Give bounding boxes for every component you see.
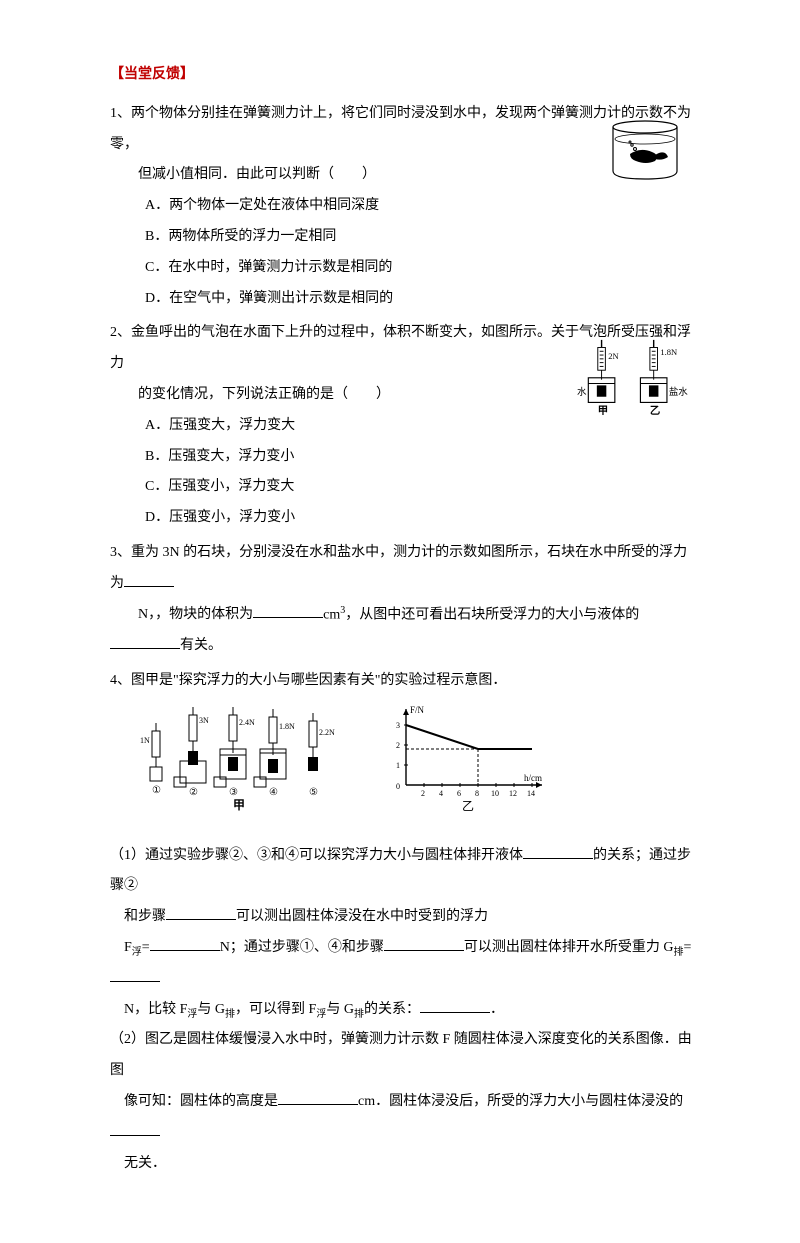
svg-text:②: ②	[189, 787, 198, 798]
q4-p1-text-9: ，可以得到 F	[235, 1002, 316, 1017]
svg-text:乙: 乙	[650, 405, 660, 417]
q4-p1-text-10: 与 G	[326, 1002, 354, 1017]
q4-part1: （1）通过实验步骤②、③和④可以探究浮力大小与圆柱体排开液体的关系；通过步骤② …	[110, 841, 700, 1026]
q2-option-d: D．压强变小，浮力变小	[110, 503, 700, 534]
q4-p1-text-11: 的关系：	[364, 1002, 420, 1017]
q4-p1-blank-4[interactable]	[384, 936, 464, 951]
svg-text:4: 4	[439, 789, 443, 798]
q4-p1-text-4: 可以测出圆柱体浸没在水中时受到的浮力	[236, 909, 488, 924]
svg-text:1.8N: 1.8N	[660, 347, 677, 357]
svg-text:3N: 3N	[199, 716, 209, 725]
q4-stem: 4、图甲是"探究浮力的大小与哪些因素有关"的实验过程示意图．	[110, 666, 700, 697]
svg-text:2.4N: 2.4N	[239, 718, 255, 727]
question-4: 4、图甲是"探究浮力的大小与哪些因素有关"的实验过程示意图． 1N ① 3N ② 2…	[110, 666, 700, 1180]
q4-p1-text-12: ．	[490, 1002, 504, 1017]
svg-text:F/N: F/N	[410, 705, 425, 715]
q4-p2-text-3: cm．圆柱体浸没后，所受的浮力大小与圆柱体浸没的	[358, 1094, 683, 1109]
svg-text:1.8N: 1.8N	[279, 722, 295, 731]
q3-blank-1[interactable]	[124, 572, 174, 587]
q4-p1-blank-2[interactable]	[166, 905, 236, 920]
q1-option-b: B．两物体所受的浮力一定相同	[110, 222, 700, 253]
svg-text:8: 8	[475, 789, 479, 798]
svg-text:2N: 2N	[608, 351, 618, 361]
q4-p1-text-5: N；通过步骤①、④和步骤	[220, 940, 384, 955]
q4-part2: （2）图乙是圆柱体缓慢浸入水中时，弹簧测力计示数 F 随圆柱体浸入深度变化的关系…	[110, 1025, 700, 1179]
svg-text:10: 10	[491, 789, 499, 798]
q4-sub-fu1: 浮	[187, 1008, 197, 1019]
q4-p1-text-8: 与 G	[197, 1002, 225, 1017]
q3-unit: cm	[323, 607, 340, 622]
svg-text:0: 0	[396, 782, 400, 791]
svg-text:2: 2	[396, 741, 400, 750]
q4-sub-fu2: 浮	[316, 1008, 326, 1019]
svg-text:盐水: 盐水	[669, 386, 688, 398]
svg-text:乙: 乙	[462, 799, 474, 813]
q4-sub-pai2: 排	[354, 1008, 364, 1019]
q4-sub-pai1: 排	[225, 1008, 235, 1019]
graph-figure: F/N h/cm 0 1 2 3 2 4 6 8 10 12 14 乙	[382, 703, 552, 813]
q4-p1-blank-1[interactable]	[523, 844, 593, 859]
q4-p1-blank-6[interactable]	[420, 998, 490, 1013]
q4-p2-blank-1[interactable]	[278, 1090, 358, 1105]
q3-text-4: 有关。	[180, 638, 222, 653]
q1-option-d: D．在空气中，弹簧测出计示数是相同的	[110, 284, 700, 315]
beakers-figure: 2N 水 甲 1.8N 盐水 乙	[570, 338, 690, 428]
section-title: 【当堂反馈】	[110, 60, 700, 91]
question-3: 3、重为 3N 的石块，分别浸没在水和盐水中，测力计的示数如图所示，石块在水中所…	[110, 538, 700, 662]
q4-eq2: =	[683, 940, 691, 955]
svg-text:1: 1	[396, 761, 400, 770]
svg-text:⑤: ⑤	[309, 787, 318, 798]
question-1: 1、两个物体分别挂在弹簧测力计上，将它们同时浸没到水中，发现两个弹簧测力计的示数…	[110, 99, 700, 315]
q2-option-c: C．压强变小，浮力变大	[110, 472, 700, 503]
q4-p2-text-1: （2）图乙是圆柱体缓慢浸入水中时，弹簧测力计示数 F 随圆柱体浸入深度变化的关系…	[110, 1032, 692, 1078]
q3-blank-3[interactable]	[110, 634, 180, 649]
q4-eq1: =	[142, 940, 150, 955]
svg-text:甲: 甲	[233, 798, 245, 812]
question-2: 2、金鱼呼出的气泡在水面下上升的过程中，体积不断变大，如图所示。关于气泡所受压强…	[110, 318, 700, 534]
fish-bowl-figure	[600, 119, 690, 184]
q3-text-2: N，，物块的体积为	[110, 607, 253, 622]
q4-p1-blank-3[interactable]	[150, 936, 220, 951]
svg-text:④: ④	[269, 787, 278, 798]
q4-p2-blank-2[interactable]	[110, 1121, 160, 1136]
svg-text:2: 2	[421, 789, 425, 798]
svg-text:水: 水	[577, 386, 587, 398]
q4-p2-text-4: 无关．	[110, 1156, 166, 1171]
q4-figures: 1N ① 3N ② 2.4N ③ 1.8N ④ 2.2N ⑤ 甲 F/N h/cm 0 1…	[138, 703, 700, 813]
svg-text:14: 14	[527, 789, 535, 798]
q3-text-3: ，从图中还可看出石块所受浮力的大小与液体的	[345, 607, 639, 622]
q2-option-b: B．压强变大，浮力变小	[110, 442, 700, 473]
q4-p2-text-2: 像可知：圆柱体的高度是	[110, 1094, 278, 1109]
q4-G-sub: 排	[673, 947, 683, 958]
q3-text-1: 3、重为 3N 的石块，分别浸没在水和盐水中，测力计的示数如图所示，石块在水中所…	[110, 545, 687, 591]
experiment-figure: 1N ① 3N ② 2.4N ③ 1.8N ④ 2.2N ⑤ 甲	[138, 703, 358, 813]
svg-text:1N: 1N	[140, 736, 150, 745]
svg-text:6: 6	[457, 789, 461, 798]
q4-F: F	[124, 940, 132, 955]
q4-F-sub: 浮	[132, 947, 142, 958]
svg-text:12: 12	[509, 789, 517, 798]
q4-p1-text-3: 和步骤	[110, 909, 166, 924]
svg-text:2.2N: 2.2N	[319, 728, 335, 737]
svg-text:h/cm: h/cm	[524, 773, 542, 783]
q3-blank-2[interactable]	[253, 603, 323, 618]
q4-p1-text-1: （1）通过实验步骤②、③和④可以探究浮力大小与圆柱体排开液体	[110, 848, 523, 863]
svg-text:甲: 甲	[598, 405, 608, 417]
q4-p1-text-7: N，比较 F	[110, 1002, 187, 1017]
q1-option-c: C．在水中时，弹簧测力计示数是相同的	[110, 253, 700, 284]
svg-text:③: ③	[229, 787, 238, 798]
q1-option-a: A．两个物体一定处在液体中相同深度	[110, 191, 700, 222]
svg-text:3: 3	[396, 721, 400, 730]
q4-p1-text-6: 可以测出圆柱体排开水所受重力 G	[464, 940, 674, 955]
q4-p1-blank-5[interactable]	[110, 967, 160, 982]
svg-text:①: ①	[152, 785, 161, 796]
